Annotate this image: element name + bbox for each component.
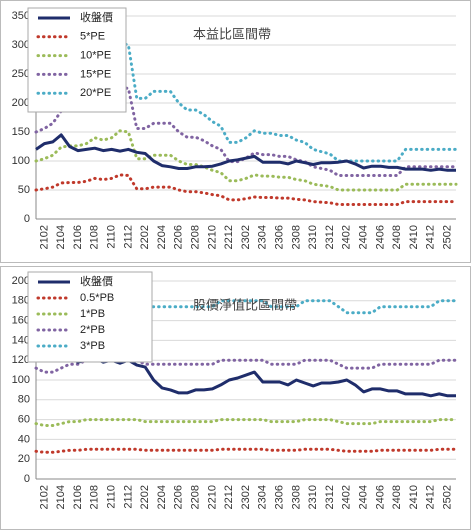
y-tick-label: 50 xyxy=(18,184,30,196)
x-tick-label: 2312 xyxy=(324,485,336,509)
legend: 收盤價 0.5*PB 1*PB 2*PB 3*PB xyxy=(27,271,153,363)
y-tick-label: 40 xyxy=(18,433,30,445)
x-tick-label: 2410 xyxy=(408,225,420,249)
x-tick-label: 2112 xyxy=(122,225,134,249)
legend-label: 20*PE xyxy=(80,87,111,99)
x-tick-label: 2406 xyxy=(374,485,386,509)
legend-label: 收盤價 xyxy=(80,274,113,288)
x-tick-label: 2210 xyxy=(206,485,218,509)
x-tick-label: 2104 xyxy=(55,485,67,509)
x-tick-label: 2406 xyxy=(374,225,386,249)
x-tick-label: 2402 xyxy=(341,485,353,509)
chart-title: 股價淨值比區間帶 xyxy=(193,297,297,312)
y-tick-label: 0 xyxy=(24,213,30,225)
series-line xyxy=(34,129,458,192)
y-tick-label: 200 xyxy=(12,97,30,109)
y-tick-label: 300 xyxy=(12,39,30,51)
x-tick-label: 2204 xyxy=(156,225,168,249)
x-tick-label: 2308 xyxy=(290,225,302,249)
x-tick-label: 2206 xyxy=(173,225,185,249)
y-tick-label: 350 xyxy=(12,10,30,22)
x-tick-label: 2104 xyxy=(55,225,67,249)
x-tick-label: 2502 xyxy=(442,485,454,509)
x-tick-label: 2212 xyxy=(223,485,235,509)
x-tick-label: 2308 xyxy=(290,485,302,509)
y-tick-label: 20 xyxy=(18,453,30,465)
y-tick-label: 120 xyxy=(12,354,30,366)
legend-label: 3*PB xyxy=(80,340,105,352)
legend-label: 5*PE xyxy=(80,31,105,43)
x-tick-label: 2404 xyxy=(358,225,370,249)
x-tick-label: 2102 xyxy=(38,485,50,509)
y-tick-label: 180 xyxy=(12,295,30,307)
x-tick-label: 2112 xyxy=(122,485,134,509)
legend-box xyxy=(27,7,127,113)
y-tick-label: 250 xyxy=(12,68,30,80)
x-tick-label: 2304 xyxy=(257,485,269,509)
series-line xyxy=(34,358,458,374)
y-tick-label: 100 xyxy=(12,155,30,167)
y-tick-label: 150 xyxy=(12,126,30,138)
x-tick-label: 2412 xyxy=(425,225,437,249)
x-tick-label: 2306 xyxy=(274,225,286,249)
y-tick-label: 60 xyxy=(18,414,30,426)
x-tick-label: 2304 xyxy=(257,225,269,249)
x-tick-label: 2408 xyxy=(391,485,403,509)
x-tick-label: 2108 xyxy=(89,485,101,509)
x-tick-label: 2110 xyxy=(106,225,118,249)
x-tick-label: 2402 xyxy=(341,225,353,249)
series-line xyxy=(35,133,456,172)
x-tick-label: 2312 xyxy=(324,225,336,249)
y-tick-label: 100 xyxy=(12,374,30,386)
y-tick-label: 80 xyxy=(18,394,30,406)
legend-label: 15*PE xyxy=(80,68,111,80)
x-tick-label: 2202 xyxy=(139,485,151,509)
x-tick-label: 2204 xyxy=(156,485,168,509)
legend-label: 收盤價 xyxy=(80,10,113,24)
legend-label: 2*PB xyxy=(80,324,105,336)
x-tick-label: 2404 xyxy=(358,485,370,509)
series-line xyxy=(34,447,458,454)
x-tick-label: 2302 xyxy=(240,225,252,249)
chart-title: 本益比區間帶 xyxy=(193,26,271,41)
x-tick-label: 2302 xyxy=(240,485,252,509)
x-tick-label: 2208 xyxy=(190,225,202,249)
x-tick-label: 2210 xyxy=(206,225,218,249)
legend-label: 1*PB xyxy=(80,308,105,320)
x-tick-label: 2310 xyxy=(307,485,319,509)
y-tick-label: 0 xyxy=(24,473,30,485)
legend-label: 10*PE xyxy=(80,50,111,62)
x-tick-label: 2106 xyxy=(72,485,84,509)
y-tick-label: 140 xyxy=(12,334,30,346)
x-tick-label: 2102 xyxy=(38,225,50,249)
x-tick-label: 2106 xyxy=(72,225,84,249)
x-tick-label: 2310 xyxy=(307,225,319,249)
x-tick-label: 2412 xyxy=(425,485,437,509)
x-tick-label: 2306 xyxy=(274,485,286,509)
legend: 收盤價 5*PE 10*PE 15*PE 20*PE xyxy=(27,7,127,113)
x-tick-label: 2108 xyxy=(89,225,101,249)
series-line xyxy=(34,173,458,206)
y-tick-label: 160 xyxy=(12,315,30,327)
legend-label: 0.5*PB xyxy=(80,292,114,304)
x-tick-label: 2206 xyxy=(173,485,185,509)
x-tick-label: 2110 xyxy=(106,485,118,509)
x-tick-label: 2410 xyxy=(408,485,420,509)
x-tick-label: 2202 xyxy=(139,225,151,249)
y-tick-label: 200 xyxy=(12,275,30,287)
x-tick-label: 2208 xyxy=(190,485,202,509)
x-tick-label: 2502 xyxy=(442,225,454,249)
x-tick-label: 2408 xyxy=(391,225,403,249)
x-tick-label: 2212 xyxy=(223,225,235,249)
series-line xyxy=(34,418,458,427)
